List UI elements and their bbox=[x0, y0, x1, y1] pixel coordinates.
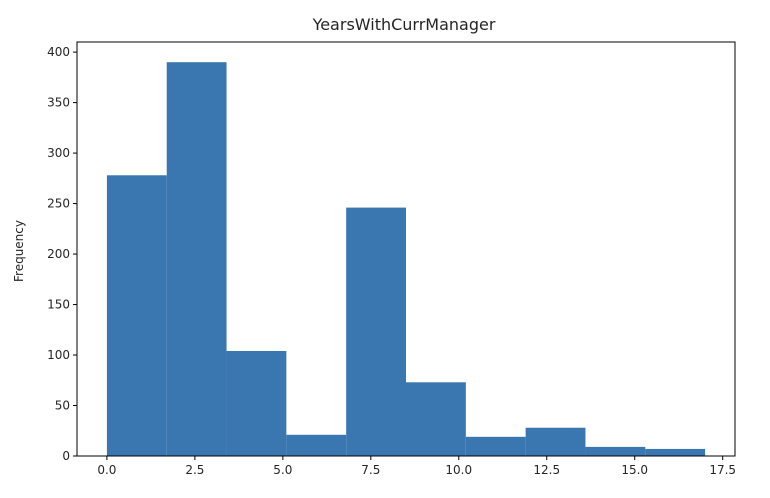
x-tick-label: 5.0 bbox=[273, 463, 292, 477]
y-tick-label: 400 bbox=[47, 45, 70, 59]
histogram-bar bbox=[525, 427, 586, 456]
histogram-bar bbox=[286, 434, 347, 456]
y-tick-label: 200 bbox=[47, 247, 70, 261]
y-tick-label: 300 bbox=[47, 146, 70, 160]
y-axis: 0 50 100 150 200 250 300 350 400 bbox=[47, 45, 77, 463]
chart-title: YearsWithCurrManager bbox=[312, 15, 496, 34]
y-tick-label: 150 bbox=[47, 298, 70, 312]
histogram-bar bbox=[406, 382, 466, 456]
histogram-bar bbox=[645, 448, 706, 456]
x-tick-label: 2.5 bbox=[185, 463, 204, 477]
plot-frame bbox=[76, 41, 736, 457]
x-tick-label: 0.0 bbox=[97, 463, 116, 477]
histogram-bar bbox=[585, 446, 646, 456]
y-tick-label: 350 bbox=[47, 96, 70, 110]
y-tick-label: 50 bbox=[55, 399, 70, 413]
y-tick-label: 0 bbox=[62, 449, 70, 463]
y-tick-label: 250 bbox=[47, 197, 70, 211]
x-tick-label: 15.0 bbox=[621, 463, 648, 477]
x-tick-label: 10.0 bbox=[445, 463, 472, 477]
x-tick-label: 17.5 bbox=[709, 463, 736, 477]
bars-group bbox=[106, 62, 706, 456]
histogram-bar bbox=[166, 62, 227, 456]
histogram-bar bbox=[465, 436, 526, 456]
x-axis: 0.0 2.5 5.0 7.5 10.0 12.5 15.0 17.5 bbox=[97, 456, 736, 477]
x-tick-label: 12.5 bbox=[533, 463, 560, 477]
y-tick-label: 100 bbox=[47, 348, 70, 362]
histogram-bar bbox=[226, 350, 287, 456]
y-axis-label: Frequency bbox=[12, 220, 26, 282]
histogram-bar bbox=[106, 175, 167, 456]
histogram-bar bbox=[346, 207, 406, 456]
x-tick-label: 7.5 bbox=[361, 463, 380, 477]
